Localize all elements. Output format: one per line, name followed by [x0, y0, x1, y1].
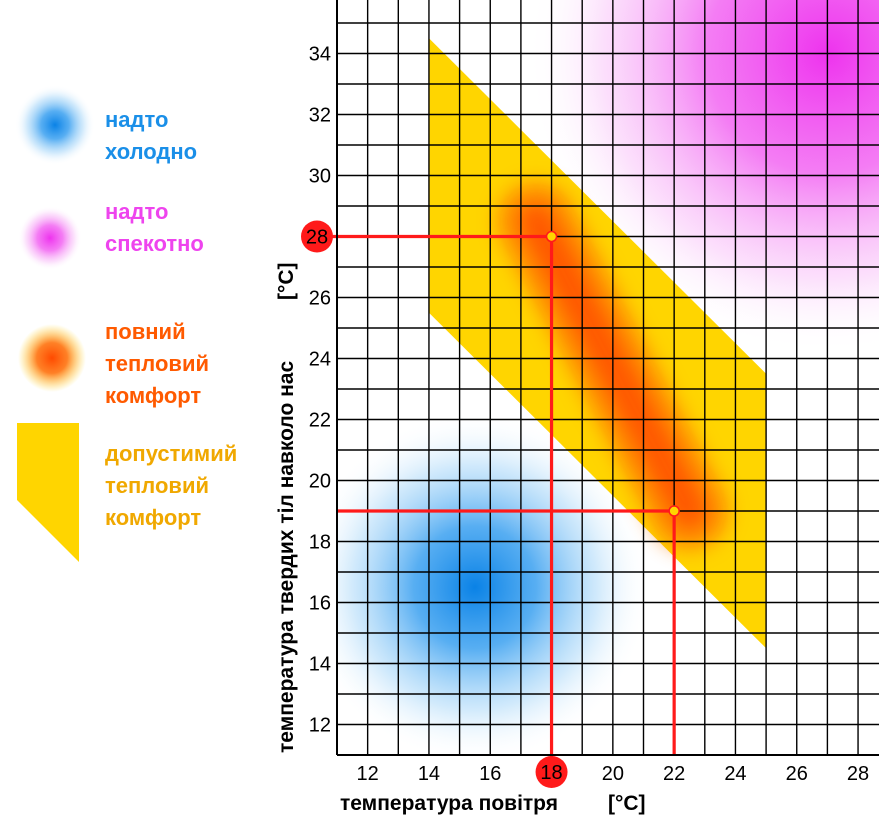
- y-tick-label: 26: [309, 288, 331, 310]
- y-tick-label: 34: [309, 44, 331, 66]
- y-highlight-marker-label: 28: [306, 227, 328, 249]
- x-tick-label: 22: [663, 763, 685, 785]
- legend-swatch-cold: [15, 85, 95, 165]
- region-cold: [337, 412, 650, 755]
- x-axis-unit: [°C]: [608, 792, 646, 815]
- x-highlight-marker-circle: [535, 756, 568, 788]
- y-tick-label: 24: [309, 349, 331, 371]
- y-highlight-marker-circle: [301, 220, 333, 253]
- x-tick-label: 16: [479, 763, 501, 785]
- legend-swatch-hot: [18, 206, 82, 270]
- y-axis-unit: [°C]: [275, 262, 298, 300]
- data-point-2: [668, 505, 680, 517]
- y-tick-label: 20: [309, 471, 331, 493]
- legend-label-acceptable: допустимий тепловий комфорт: [105, 441, 238, 530]
- x-tick-label: 28: [847, 763, 869, 785]
- y-tick-label: 18: [309, 532, 331, 554]
- legend-label-comfort: повний тепловий комфорт: [105, 319, 209, 408]
- legend-label-cold: надто холодно: [105, 107, 198, 164]
- legend-label-hot: надто спекотно: [105, 199, 204, 256]
- y-tick-label: 14: [309, 654, 331, 676]
- y-tick-label: 30: [309, 166, 331, 188]
- x-highlight-marker-label: 18: [540, 762, 562, 784]
- y-tick-label: 16: [309, 593, 331, 615]
- x-tick-label: 20: [602, 763, 624, 785]
- y-axis-title: температура твердих тіл навколо нас: [275, 361, 298, 753]
- x-tick-label: 24: [724, 763, 746, 785]
- x-tick-label: 12: [357, 763, 379, 785]
- x-tick-label: 14: [418, 763, 440, 785]
- legend-swatch-acceptable: [17, 423, 79, 562]
- y-tick-label: 12: [309, 715, 331, 737]
- y-tick-label: 22: [309, 410, 331, 432]
- plot-area: [337, 0, 879, 755]
- axes: 12 14 16 20 22 24 26 28 12 14 16 18 20 22 24 26 30 32 34 18…: [275, 0, 879, 815]
- x-tick-label: 26: [786, 763, 808, 785]
- data-point-1: [545, 230, 558, 243]
- legend-swatch-comfort: [18, 324, 86, 392]
- x-axis-title: температура повітря: [340, 792, 558, 815]
- y-tick-label: 32: [309, 105, 331, 127]
